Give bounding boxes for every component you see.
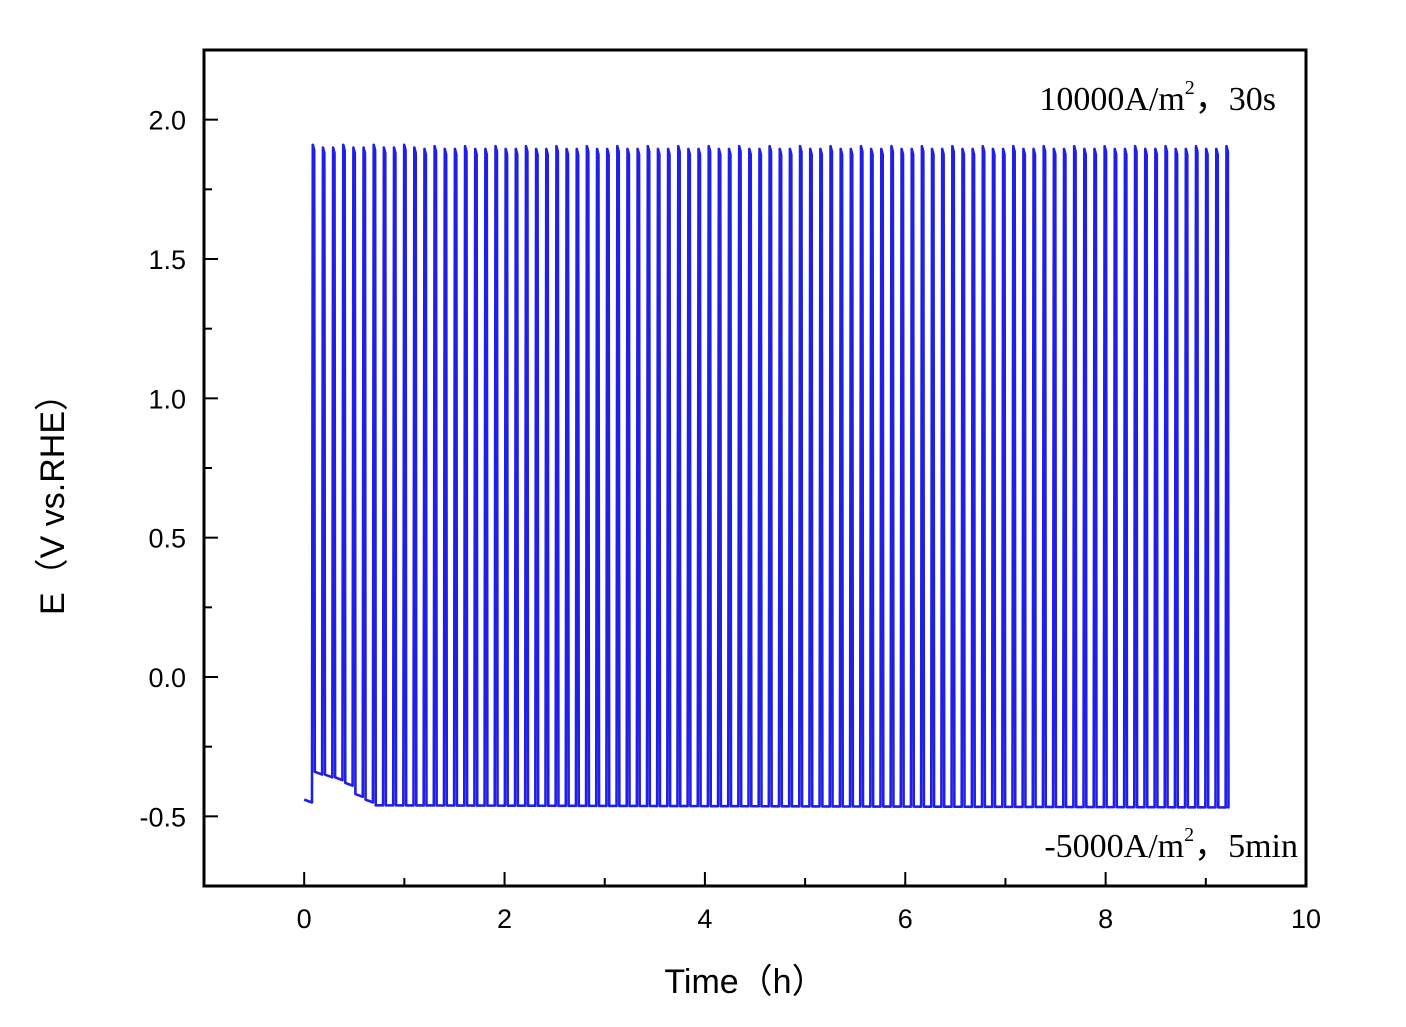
y-tick-label: -0.5 [139,802,186,832]
y-axis-title: E（V vs.RHE） [34,377,72,615]
x-axis-title: Time（h） [664,963,825,1001]
y-tick-label: 0.0 [148,663,186,693]
x-tick-label: 4 [697,904,712,934]
x-axis-ticks: 0 2 4 6 8 10 [297,872,1321,934]
y-tick-label: 2.0 [148,106,186,136]
x-tick-label: 2 [497,904,512,934]
x-tick-label: 10 [1291,904,1321,934]
plot-frame [202,48,1308,888]
x-tick-label: 8 [1098,904,1113,934]
y-tick-label: 0.5 [148,524,186,554]
y-axis-ticks: -0.5 0.0 0.5 1.0 1.5 2.0 [139,106,218,832]
series-layer [303,143,1230,809]
series-line [303,143,1230,809]
annotation-anodic-pulse: 10000A/m2，30s [1039,77,1276,118]
y-tick-label: 1.0 [148,384,186,414]
y-tick-label: 1.5 [148,245,186,275]
x-tick-label: 6 [898,904,913,934]
annotation-cathodic-step: -5000A/m2，5min [1044,824,1298,865]
x-tick-label: 0 [297,904,312,934]
